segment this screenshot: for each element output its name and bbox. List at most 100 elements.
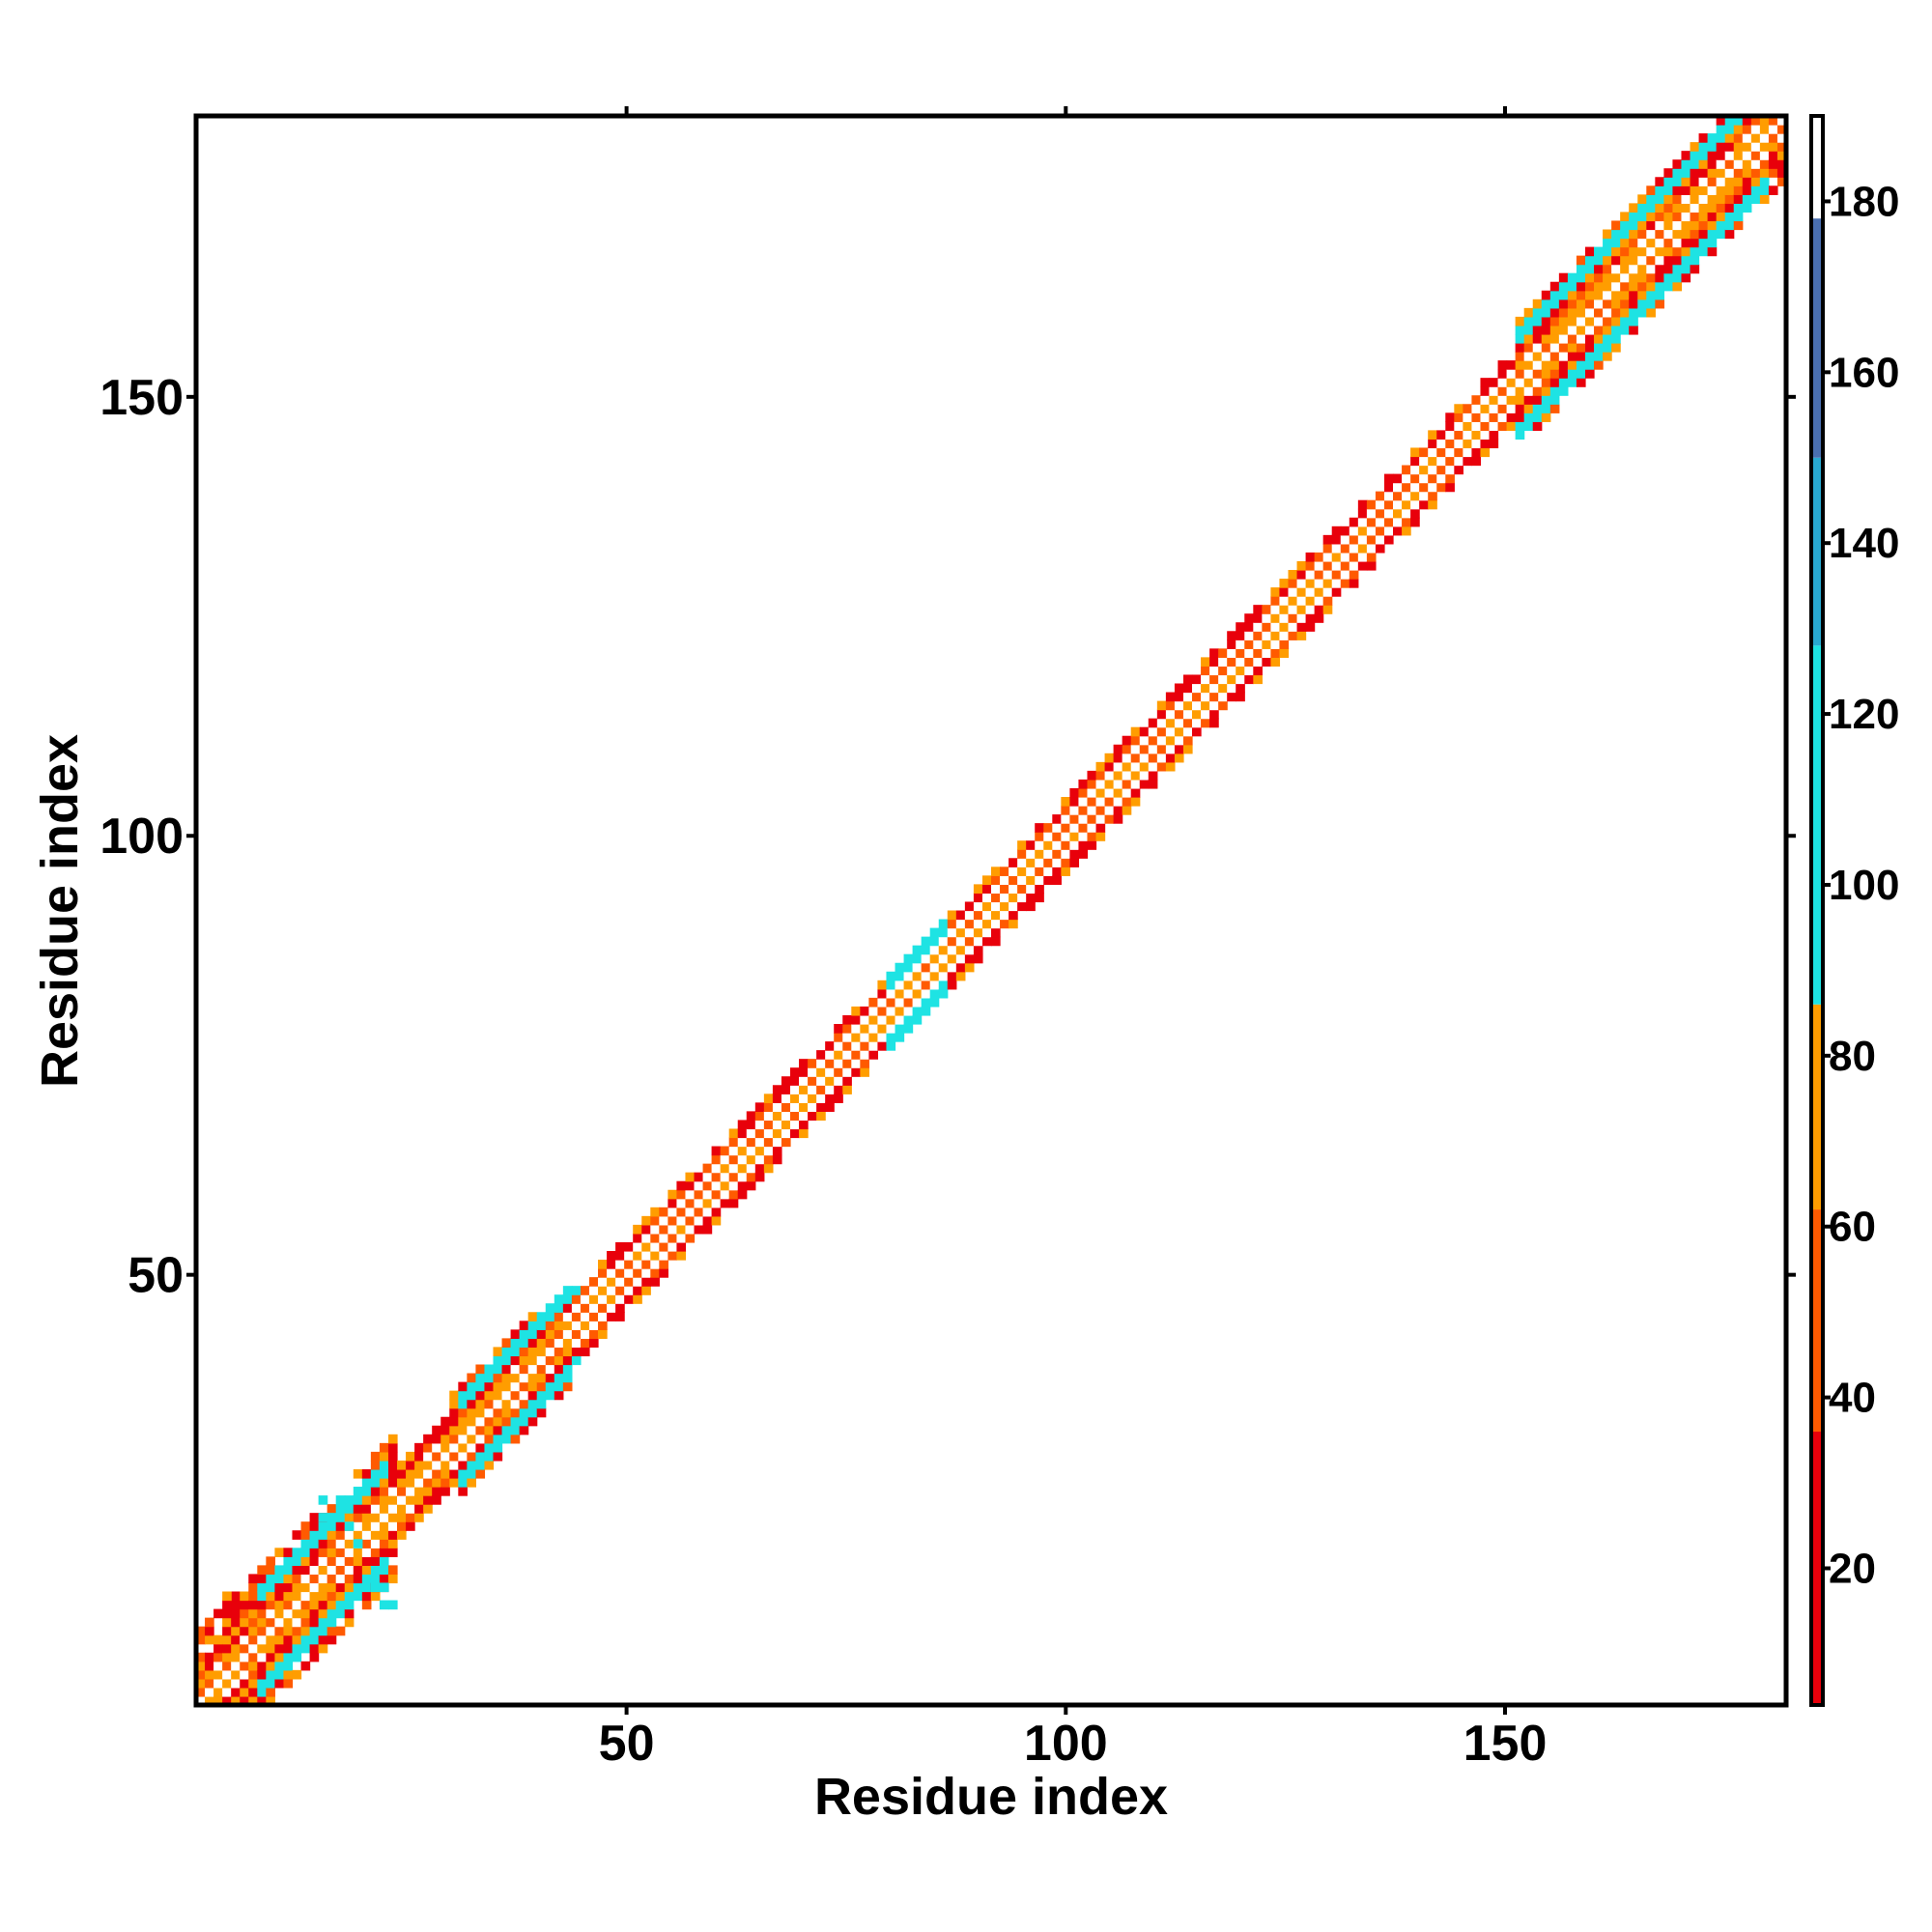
heatmap-cell xyxy=(947,936,957,947)
heatmap-cell xyxy=(1594,333,1604,344)
heatmap-cell xyxy=(737,1180,748,1191)
heatmap-cell xyxy=(895,1024,905,1034)
heatmap-cell xyxy=(1515,430,1525,440)
heatmap-cell xyxy=(1122,744,1132,754)
heatmap-cell xyxy=(1322,587,1333,597)
heatmap-cell xyxy=(1724,133,1735,143)
heatmap-cell xyxy=(1637,203,1647,213)
heatmap-cell xyxy=(231,1626,241,1636)
heatmap-cell xyxy=(432,1487,441,1496)
heatmap-cell xyxy=(440,1442,450,1453)
heatmap-cell xyxy=(973,945,983,955)
heatmap-cell xyxy=(1690,220,1700,231)
heatmap-cell xyxy=(781,1137,791,1148)
heatmap-cell xyxy=(1192,718,1202,728)
heatmap-cell xyxy=(659,1260,668,1269)
heatmap-cell xyxy=(903,997,914,1008)
heatmap-cell xyxy=(1366,552,1377,562)
heatmap-cell xyxy=(877,1014,888,1025)
heatmap-cell xyxy=(1594,352,1604,361)
heatmap-cell xyxy=(248,1643,258,1654)
heatmap-cell xyxy=(825,1085,835,1094)
heatmap-cell xyxy=(1227,657,1236,668)
heatmap-cell xyxy=(327,1591,337,1602)
heatmap-cell xyxy=(292,1530,302,1540)
heatmap-cell xyxy=(222,1661,232,1671)
heatmap-cell xyxy=(1532,352,1543,361)
heatmap-cell xyxy=(283,1548,294,1557)
heatmap-cell xyxy=(1113,814,1123,824)
heatmap-cell xyxy=(527,1407,538,1418)
heatmap-cell xyxy=(1707,220,1718,231)
colorbar-band xyxy=(1811,1004,1823,1210)
heatmap-cell xyxy=(196,1669,206,1680)
heatmap-cell xyxy=(973,910,983,921)
heatmap-cell xyxy=(1480,395,1491,405)
heatmap-cell xyxy=(1436,465,1446,475)
heatmap-cell xyxy=(205,1634,214,1645)
heatmap-cell xyxy=(1558,298,1569,309)
heatmap-cell xyxy=(1620,264,1630,274)
heatmap-cell xyxy=(1716,116,1726,126)
heatmap-cell xyxy=(1724,185,1735,195)
heatmap-cell xyxy=(458,1460,468,1470)
heatmap-cell xyxy=(650,1277,660,1287)
heatmap-cell xyxy=(981,919,992,929)
heatmap-cell xyxy=(536,1347,547,1357)
heatmap-cell xyxy=(283,1626,294,1636)
heatmap-cell xyxy=(1768,151,1778,160)
heatmap-cell xyxy=(344,1600,355,1610)
heatmap-cell xyxy=(292,1652,302,1662)
heatmap-cell xyxy=(921,936,931,947)
heatmap-cell xyxy=(973,901,983,912)
heatmap-cell xyxy=(1672,264,1683,274)
heatmap-cell xyxy=(912,1006,923,1016)
heatmap-cell xyxy=(1690,238,1700,248)
heatmap-cell xyxy=(1122,735,1132,746)
heatmap-cell xyxy=(562,1355,573,1366)
heatmap-cell xyxy=(868,1033,879,1042)
heatmap-cell xyxy=(1558,369,1569,379)
colorbar-band xyxy=(1811,218,1823,458)
heatmap-cell xyxy=(981,936,992,947)
heatmap-cell xyxy=(1296,613,1307,623)
heatmap-cell xyxy=(1584,333,1595,344)
heatmap-cell xyxy=(1690,142,1700,152)
heatmap-cell xyxy=(1095,823,1106,833)
heatmap-cell xyxy=(406,1468,415,1479)
heatmap-cell xyxy=(1393,473,1403,484)
heatmap-cell xyxy=(379,1513,389,1522)
heatmap-cell xyxy=(361,1513,372,1522)
heatmap-cell xyxy=(1009,858,1018,867)
heatmap-cell xyxy=(536,1338,547,1349)
heatmap-cell xyxy=(1629,298,1638,309)
heatmap-cell xyxy=(789,1102,800,1112)
heatmap-cell xyxy=(283,1565,294,1576)
heatmap-cell xyxy=(1052,849,1062,859)
heatmap-cell xyxy=(799,1085,809,1094)
heatmap-cell xyxy=(1428,430,1437,440)
heatmap-cell xyxy=(458,1478,468,1488)
heatmap-cell xyxy=(868,1006,879,1016)
heatmap-cell xyxy=(1603,352,1612,361)
heatmap-cell xyxy=(1603,281,1612,292)
heatmap-cell xyxy=(222,1608,232,1619)
heatmap-cell xyxy=(240,1617,249,1628)
heatmap-cell xyxy=(1523,412,1534,422)
heatmap-cell xyxy=(799,1059,809,1068)
heatmap-cell xyxy=(1331,543,1342,554)
heatmap-cell xyxy=(1663,229,1674,240)
heatmap-cell xyxy=(1681,203,1691,213)
heatmap-cell xyxy=(1672,281,1683,292)
heatmap-cell xyxy=(274,1626,285,1636)
heatmap-cell xyxy=(1750,185,1761,195)
heatmap-cell xyxy=(205,1678,214,1689)
colorbar-tick-label: 180 xyxy=(1829,178,1899,225)
heatmap-cell xyxy=(1017,858,1027,867)
heatmap-cell xyxy=(816,1111,826,1122)
heatmap-cell xyxy=(737,1120,748,1130)
heatmap-cell xyxy=(449,1434,459,1444)
heatmap-cell xyxy=(318,1608,328,1619)
heatmap-cell xyxy=(318,1521,328,1531)
heatmap-cell xyxy=(1515,412,1525,422)
